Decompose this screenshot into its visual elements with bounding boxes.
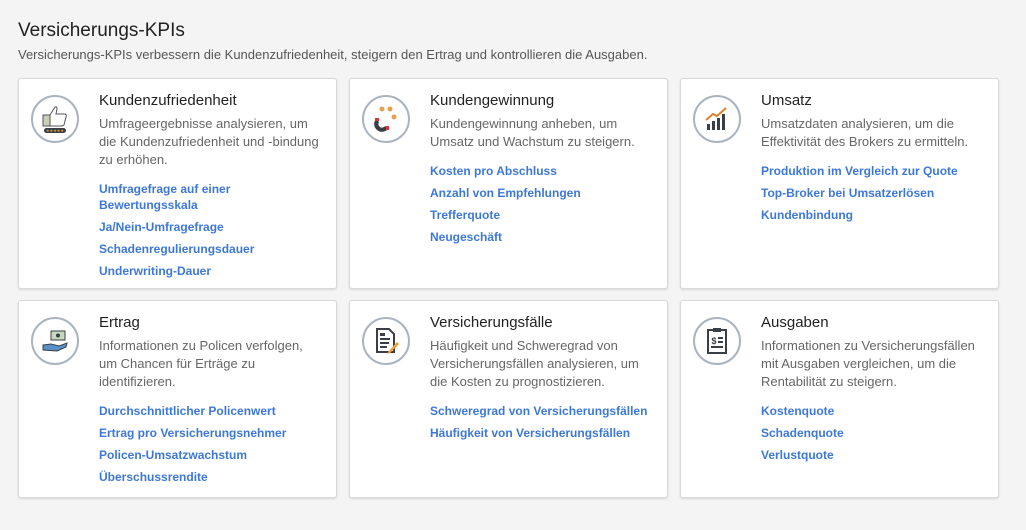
kpi-card-versicherungsfälle: Versicherungsfälle Häufigkeit und Schwer…	[349, 300, 668, 498]
kpi-link[interactable]: Trefferquote	[430, 208, 501, 222]
kpi-link[interactable]: Ja/Nein-Umfragefrage	[99, 220, 224, 234]
kpi-link[interactable]: Umfragefrage auf einer Bewertungsskala	[99, 182, 231, 212]
kpi-link[interactable]: Anzahl von Empfehlungen	[430, 186, 581, 200]
kpi-card-kundengewinnung: Kundengewinnung Kundengewinnung anheben,…	[349, 78, 668, 289]
kpi-link[interactable]: Underwriting-Dauer	[99, 264, 212, 278]
kpi-link[interactable]: Kundenbindung	[761, 208, 853, 222]
card-description: Häufigkeit und Schweregrad von Versicher…	[430, 338, 639, 389]
clipboard-dollar-icon: $	[693, 317, 741, 365]
thumbs-up-rating-icon: ★★★★★	[31, 95, 79, 143]
svg-text:$: $	[711, 336, 716, 346]
kpi-card-ertrag: Ertrag Informationen zu Policen verfolge…	[18, 300, 337, 498]
card-title: Ausgaben	[761, 314, 829, 331]
kpi-link[interactable]: Schadenregulierungsdauer	[99, 242, 255, 256]
card-description: Umfrageergebnisse analysieren, um die Ku…	[99, 116, 319, 167]
page-subtitle: Versicherungs-KPIs verbessern die Kunden…	[18, 47, 648, 62]
kpi-card-ausgaben: $ Ausgaben Informationen zu Versicherung…	[680, 300, 999, 498]
kpi-link[interactable]: Top-Broker bei Umsatzerlösen	[761, 186, 935, 200]
card-description: Kundengewinnung anheben, um Umsatz und W…	[430, 116, 635, 149]
magnet-customers-icon	[362, 95, 410, 143]
kpi-card-umsatz: Umsatz Umsatzdaten analysieren, um die E…	[680, 78, 999, 289]
kpi-card-grid: ★★★★★ Kundenzufriedenheit Umfrageergebni…	[18, 78, 999, 498]
growth-chart-icon	[693, 95, 741, 143]
kpi-card-kundenzufriedenheit: ★★★★★ Kundenzufriedenheit Umfrageergebni…	[18, 78, 337, 289]
hand-money-icon	[31, 317, 79, 365]
kpi-link[interactable]: Häufigkeit von Versicherungsfällen	[430, 426, 631, 440]
kpi-link[interactable]: Produktion im Vergleich zur Quote	[761, 164, 958, 178]
kpi-link[interactable]: Kosten pro Abschluss	[430, 164, 557, 178]
kpi-link[interactable]: Ertrag pro Versicherungsnehmer	[99, 426, 287, 440]
card-title: Umsatz	[761, 92, 812, 109]
card-title: Versicherungsfälle	[430, 314, 553, 331]
kpi-link[interactable]: Kostenquote	[761, 404, 835, 418]
card-description: Informationen zu Policen verfolgen, um C…	[99, 338, 303, 389]
document-pencil-icon	[362, 317, 410, 365]
card-description: Umsatzdaten analysieren, um die Effektiv…	[761, 116, 969, 149]
kpi-link[interactable]: Durchschnittlicher Policenwert	[99, 404, 276, 418]
kpi-link[interactable]: Verlustquote	[761, 448, 834, 462]
page-title: Versicherungs-KPIs	[18, 20, 185, 41]
kpi-link[interactable]: Neugeschäft	[430, 230, 503, 244]
card-title: Kundenzufriedenheit	[99, 92, 237, 109]
svg-text:★★★★★: ★★★★★	[46, 128, 64, 133]
kpi-link[interactable]: Schweregrad von Versicherungsfällen	[430, 404, 648, 418]
card-title: Ertrag	[99, 314, 140, 331]
card-description: Informationen zu Versicherungsfällen mit…	[761, 338, 975, 389]
card-title: Kundengewinnung	[430, 92, 555, 109]
kpi-link[interactable]: Schadenquote	[761, 426, 844, 440]
kpi-link[interactable]: Überschussrendite	[99, 470, 208, 484]
kpi-link[interactable]: Policen-Umsatzwachstum	[99, 448, 248, 462]
